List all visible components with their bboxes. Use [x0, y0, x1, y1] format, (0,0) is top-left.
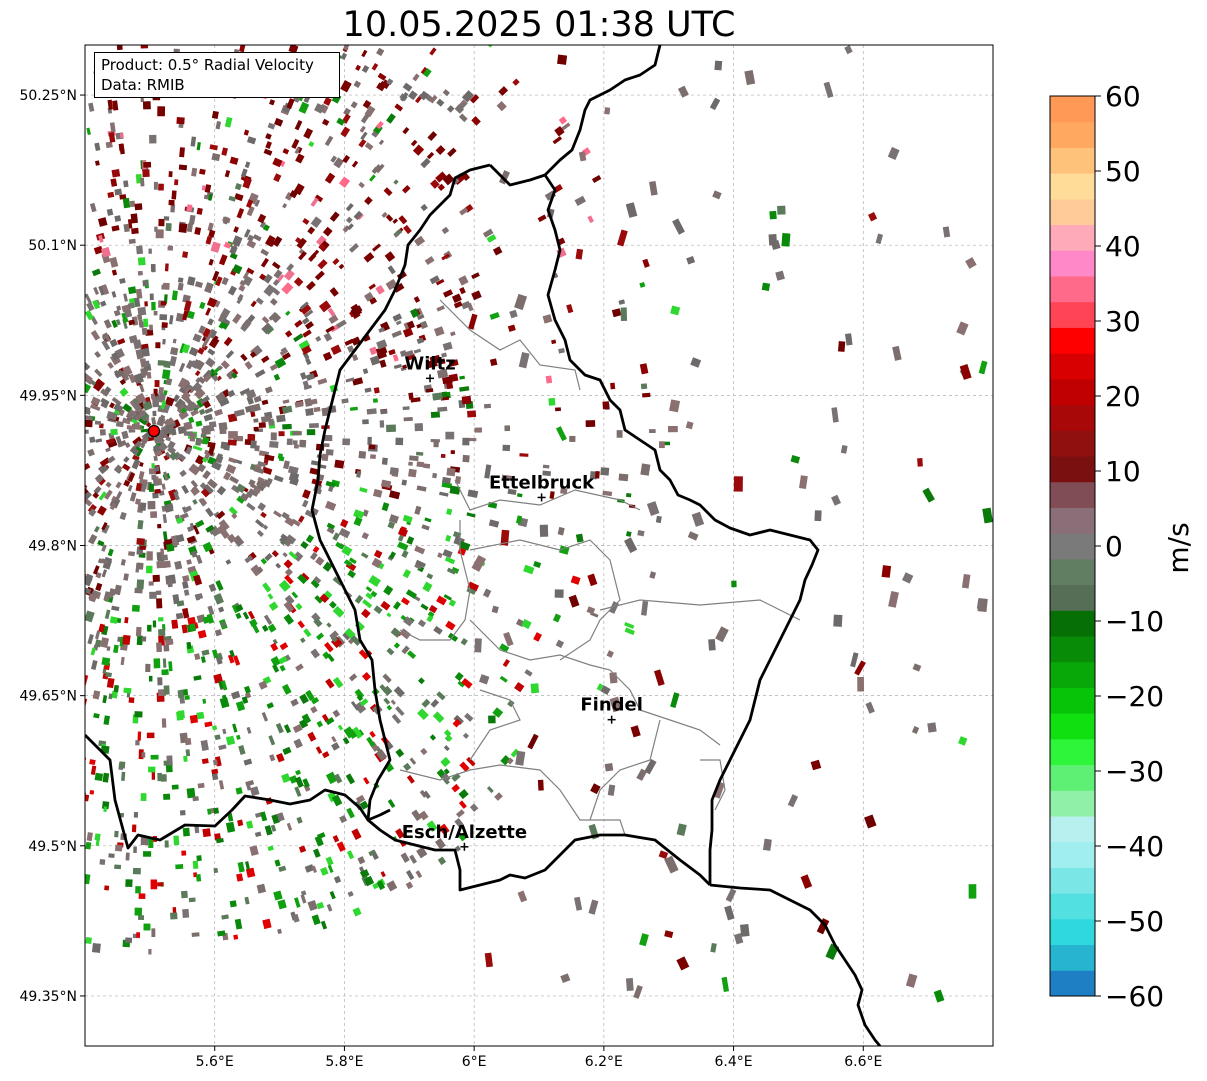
colorbar-tick-label: −30	[1105, 755, 1164, 788]
product-label: Product: 0.5° Radial Velocity	[101, 56, 314, 74]
colorbar-segment	[1050, 250, 1095, 277]
city-esch-alzette: Esch/Alzette	[402, 822, 527, 851]
lat-tick-label: 50.1°N	[28, 238, 77, 254]
lon-tick-label: 5.8°E	[325, 1054, 363, 1070]
lat-tick-label: 49.35°N	[19, 989, 77, 1005]
map-title: 10.05.2025 01:38 UTC	[342, 5, 736, 45]
colorbar-segment	[1050, 507, 1095, 534]
city-label: Findel	[580, 695, 643, 716]
national-borders	[85, 45, 882, 1046]
lat-tick-label: 49.95°N	[19, 388, 77, 404]
colorbar-tick-label: 20	[1105, 380, 1141, 413]
lat-tick-label: 50.25°N	[19, 88, 77, 104]
colorbar-tick-label: −10	[1105, 605, 1164, 638]
colorbar-tick-label: −40	[1105, 830, 1164, 863]
city-wiltz: Wiltz	[404, 353, 456, 383]
colorbar-segment	[1050, 738, 1095, 766]
colorbar-tick-label: 40	[1105, 230, 1141, 263]
colorbar-segment	[1050, 301, 1095, 328]
colorbar-segment	[1050, 790, 1095, 817]
lon-tick-label: 6.4°E	[715, 1054, 753, 1070]
colorbar-segment	[1050, 224, 1095, 251]
colorbar-segment	[1050, 198, 1095, 226]
colorbar-segment	[1050, 558, 1095, 586]
colorbar-segment	[1050, 121, 1095, 148]
colorbar: 60 50 40 30 20 10 0 −10 −20 −30 −40 −50 −60 m/s	[1049, 80, 1195, 1013]
lon-tick-label: 6.2°E	[585, 1054, 623, 1070]
lat-tick-label: 49.8°N	[28, 539, 77, 555]
colorbar-segment	[1050, 764, 1095, 791]
colorbar-segment	[1050, 147, 1095, 174]
colorbar-segment	[1050, 327, 1095, 354]
city-ettelbruck: Ettelbruck	[489, 472, 595, 502]
colorbar-tick-label: 10	[1105, 455, 1141, 488]
colorbar-segment	[1050, 661, 1095, 688]
product-info-box: Product: 0.5° Radial Velocity Data: RMIB	[94, 52, 340, 98]
radar-site-marker	[147, 424, 161, 438]
colorbar-segment	[1050, 687, 1095, 714]
colorbar-unit-label: m/s	[1162, 522, 1195, 573]
city-label: Ettelbruck	[489, 472, 595, 493]
colorbar-tick-label: −50	[1105, 905, 1164, 938]
colorbar-segment	[1050, 173, 1095, 200]
colorbar-segment	[1050, 96, 1095, 123]
colorbar-segment	[1050, 584, 1095, 611]
lon-tick-label: 6°E	[462, 1054, 487, 1070]
radar-echo-field	[85, 45, 993, 1003]
colorbar-segment	[1050, 841, 1095, 868]
colorbar-segment	[1050, 636, 1095, 663]
map-axes: 5.6°E 5.8°E 6°E 6.2°E 6.4°E 6.6°E 50.25°N 50.1°…	[19, 88, 882, 1070]
colorbar-segment	[1050, 713, 1095, 740]
colorbar-segment	[1050, 918, 1095, 946]
colorbar-segment	[1050, 456, 1095, 483]
colorbar-tick-label: −20	[1105, 680, 1164, 713]
lat-tick-label: 49.65°N	[19, 689, 77, 705]
colorbar-tick-label: 30	[1105, 305, 1141, 338]
colorbar-segment	[1050, 276, 1095, 303]
colorbar-segment	[1050, 481, 1095, 508]
colorbar-segment	[1050, 944, 1095, 971]
colorbar-tick-label: 50	[1105, 155, 1141, 188]
colorbar-segment	[1050, 430, 1095, 457]
colorbar-segment	[1050, 893, 1095, 920]
lon-tick-label: 6.6°E	[844, 1054, 882, 1070]
colorbar-segment	[1050, 970, 1095, 997]
lon-tick-label: 5.6°E	[196, 1054, 234, 1070]
colorbar-segment	[1050, 867, 1095, 894]
colorbar-segment	[1050, 816, 1095, 843]
city-label: Esch/Alzette	[402, 822, 527, 843]
colorbar-tick-label: 0	[1105, 530, 1123, 563]
colorbar-segment	[1050, 378, 1095, 406]
city-findel: Findel	[580, 695, 643, 724]
lat-tick-label: 49.5°N	[28, 839, 77, 855]
city-label: Wiltz	[404, 353, 455, 374]
colorbar-segment	[1050, 404, 1095, 431]
colorbar-tick-label: 60	[1105, 80, 1141, 113]
colorbar-segment	[1050, 610, 1095, 637]
colorbar-segment	[1050, 353, 1095, 380]
data-source-label: Data: RMIB	[101, 76, 185, 94]
colorbar-tick-label: −60	[1105, 980, 1164, 1013]
canton-borders	[399, 299, 801, 836]
colorbar-segment	[1050, 533, 1095, 560]
